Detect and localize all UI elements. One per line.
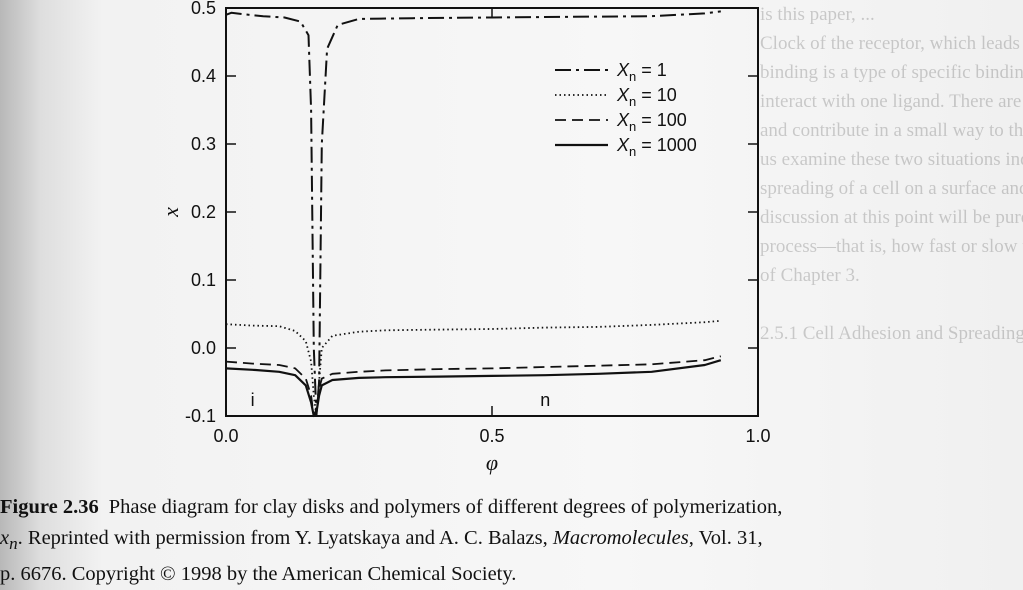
background-book-text: is this paper, ... Clock of the receptor,… xyxy=(760,0,1023,480)
y-tick-label: -0.1 xyxy=(185,406,216,426)
background-text-line: discussion at this point will be purely … xyxy=(760,207,1023,228)
caption-var: x xyxy=(0,527,10,549)
region-label-n: n xyxy=(540,390,550,410)
background-text-line: interact with one ligand. There are othe… xyxy=(760,91,1023,112)
background-text-line: process—that is, how fast or slow the ad… xyxy=(760,236,1023,257)
background-text-line: 2.5.1 Cell Adhesion and Spreading on Sur… xyxy=(760,323,1023,344)
background-text-line: spreading of a cell on a surface and the… xyxy=(760,178,1023,199)
y-tick-label: 0.3 xyxy=(191,134,216,154)
plot-frame xyxy=(225,7,759,417)
background-text-line: and contribute in a small way to the ove… xyxy=(760,120,1023,141)
x-tick-label: 1.0 xyxy=(745,426,770,446)
y-tick-label: 0.5 xyxy=(191,0,216,18)
background-text-line: us examine these two situations independ… xyxy=(760,149,1023,170)
background-text-line: binding is a type of specific binding; t… xyxy=(760,62,1023,83)
caption-var-sub: n xyxy=(9,534,18,554)
background-text-line: is this paper, ... xyxy=(760,4,875,25)
caption-text-3: , Vol. 31, xyxy=(688,527,763,549)
legend-label-4: Xn = 1000 xyxy=(616,135,697,159)
figure-caption: Figure 2.36 Phase diagram for clay disks … xyxy=(0,492,1010,590)
background-text-line: of Chapter 3. xyxy=(760,265,860,286)
y-tick-label: 0.2 xyxy=(191,202,216,222)
region-label-i: i xyxy=(251,390,255,410)
x-tick-label: 0.0 xyxy=(213,426,238,446)
y-axis-title: x xyxy=(158,207,183,218)
x-axis-title: φ xyxy=(486,450,498,475)
series-line-3 xyxy=(225,355,722,417)
y-tick-label: 0.4 xyxy=(191,66,216,86)
figure-label: Figure 2.36 xyxy=(0,496,99,518)
caption-journal: Macromolecules xyxy=(552,527,689,549)
x-tick-label: 0.5 xyxy=(479,426,504,446)
y-tick-label: 0.1 xyxy=(191,270,216,290)
caption-text-2: . Reprinted with permission from Y. Lyat… xyxy=(17,527,548,549)
background-text-line: Clock of the receptor, which leads to a … xyxy=(760,33,1023,54)
series-line-4 xyxy=(225,359,722,418)
legend-label-2: Xn = 10 xyxy=(616,85,677,109)
caption-text-1: Phase diagram for clay disks and polymer… xyxy=(108,496,783,518)
legend-label-1: Xn = 1 xyxy=(616,60,667,84)
caption-text-4: p. 6676. Copyright © 1998 by the America… xyxy=(0,563,517,586)
legend-label-3: Xn = 100 xyxy=(616,110,687,134)
series-line-2 xyxy=(225,319,721,417)
y-tick-label: 0.0 xyxy=(191,338,216,358)
